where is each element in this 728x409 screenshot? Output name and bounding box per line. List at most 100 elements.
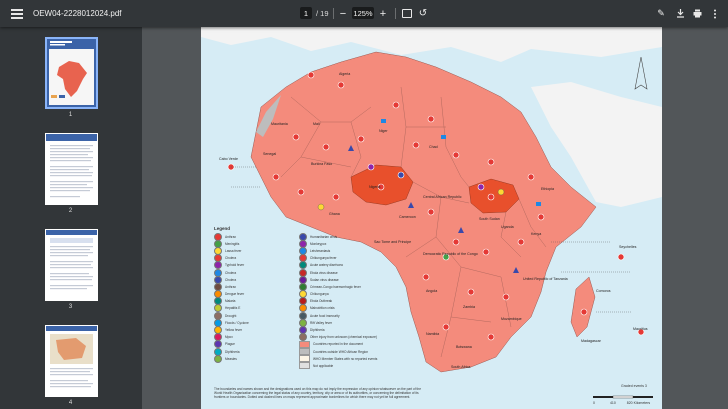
- legend-label: Countries reported in the document: [313, 342, 363, 347]
- toolbar-divider: [395, 8, 396, 19]
- zoom-in-button[interactable]: +: [379, 7, 387, 20]
- legend-item: WHO Member States with no reported event…: [299, 355, 384, 363]
- zoom-level-input[interactable]: 125%: [352, 7, 374, 19]
- legend-item: Chikungunya fever: [299, 254, 384, 263]
- annotate-pen-icon[interactable]: ✎: [657, 8, 665, 18]
- legend-label: Diphtheria: [225, 349, 240, 354]
- legend-symbol-icon: [299, 348, 310, 356]
- menu-icon[interactable]: [10, 0, 24, 27]
- legend-item: Acute watery diarrhoea: [299, 261, 384, 270]
- legend-label: Yellow fever: [225, 328, 243, 333]
- legend-label: Floods / Cyclone: [225, 320, 249, 325]
- legend-item: Anthrax: [214, 232, 299, 241]
- legend-item: Plague: [214, 340, 299, 349]
- legend-item: Anthrax: [214, 282, 299, 291]
- legend-label: Sudan virus disease: [310, 277, 339, 282]
- map-label: Algeria: [339, 72, 351, 76]
- map-label: Cameroon: [399, 215, 416, 219]
- page-number-input[interactable]: 1: [300, 7, 312, 19]
- page-total: / 19: [316, 9, 329, 18]
- legend-label: Meningitis: [225, 241, 240, 246]
- map-label: Nigeria: [369, 185, 381, 189]
- legend-label: Rift Valley fever: [310, 320, 333, 325]
- map-label: Mozambique: [501, 317, 522, 321]
- legend-item: Yellow fever: [214, 326, 299, 335]
- legend-column-left: Anthrax Meningitis Lassa fever Cholera Typho…: [214, 232, 299, 370]
- legend-symbol-icon: [299, 355, 310, 363]
- legend-label: Chikungunya fever: [310, 256, 337, 261]
- document-title: OEW04-2228012024.pdf: [33, 9, 122, 18]
- legend-label: Countries outside WHO African Region: [313, 349, 369, 354]
- legend-symbol-icon: [214, 354, 222, 363]
- legend-item: Malaria: [214, 297, 299, 306]
- legend-item: Diphtheria: [214, 347, 299, 356]
- legend-label: Anthrax: [225, 284, 236, 289]
- legend-label: WHO Member States with no reported event…: [313, 356, 378, 361]
- legend-label: Other injury from unknown (chemical expo…: [310, 335, 377, 340]
- legend-item: Countries outside WHO African Region: [299, 348, 384, 356]
- thumbnail-number: 2: [68, 208, 73, 214]
- legend-label: Malaria: [225, 299, 236, 304]
- legend-label: Dengue fever: [225, 292, 245, 297]
- page-thumbnail-2[interactable]: 2: [45, 133, 98, 214]
- event-markers: [227, 71, 645, 341]
- thumbnail-number: 3: [68, 304, 73, 310]
- map-label: Chad: [429, 145, 438, 149]
- legend-label: Malnutrition crisis: [310, 306, 335, 311]
- map-label: South Sudan: [479, 217, 500, 221]
- thumbnail-sidebar: 1 2: [0, 27, 142, 409]
- zoom-out-button[interactable]: −: [339, 7, 347, 20]
- europe-landmass: [201, 27, 662, 62]
- legend-item: Not applicable: [299, 362, 384, 370]
- graded-events-note: Graded events 3: [621, 384, 647, 388]
- page-thumbnail-4[interactable]: 4: [45, 325, 98, 406]
- map-label: Madagascar: [581, 339, 601, 343]
- more-options-icon[interactable]: [710, 0, 720, 27]
- legend-label: Not applicable: [313, 363, 334, 368]
- map-label: Ethiopia: [541, 187, 554, 191]
- legend-label: Anthrax: [225, 234, 236, 239]
- map-label: Mali: [313, 122, 320, 126]
- legend-label: Mpox: [225, 335, 233, 340]
- fit-to-page-icon[interactable]: [402, 0, 412, 27]
- document-viewer[interactable]: Algeria Mali Niger Chad Mauritania Burki…: [142, 27, 728, 409]
- legend-item: Ebola Outbreak: [299, 297, 384, 306]
- print-icon[interactable]: [692, 0, 702, 27]
- map-label: Sao Tome and Principe: [374, 240, 412, 244]
- map-label: Central African Republic: [423, 195, 462, 199]
- thumbnail-number: 1: [68, 112, 73, 118]
- thumbnail-number: 4: [68, 400, 73, 406]
- legend-item: Ebola virus disease: [299, 268, 384, 277]
- legend-label: Ebola Outbreak: [310, 299, 333, 304]
- page-thumbnail-1[interactable]: 1: [45, 37, 98, 118]
- thumbnail-image: [45, 133, 98, 205]
- map-label: South Africa: [451, 365, 471, 369]
- legend-item: Hepatitis E: [214, 304, 299, 313]
- scale-label: 410: [609, 401, 616, 405]
- legend-item: Leishmaniasis: [299, 246, 384, 255]
- toolbar-divider: [333, 8, 334, 19]
- legend-item: Floods / Cyclone: [214, 318, 299, 327]
- legend-label: Monkeypox: [310, 241, 327, 246]
- map-label: Democratic Republic of the Congo: [423, 252, 478, 256]
- legend-symbol-icon: [299, 362, 310, 370]
- rotate-icon[interactable]: ↺: [418, 8, 428, 19]
- map-label: Ghana: [329, 212, 340, 216]
- thumbnail-image: [45, 37, 98, 109]
- map-label: Cabo Verde: [219, 157, 238, 161]
- legend-label: Cholera: [225, 256, 237, 261]
- map-label: Zambia: [463, 305, 475, 309]
- legend-item: Sudan virus disease: [299, 275, 384, 284]
- legend-label: Lassa fever: [225, 248, 242, 253]
- legend-item: Rift Valley fever: [299, 318, 384, 327]
- leader-lines: [231, 166, 631, 313]
- page-thumbnail-3[interactable]: 3: [45, 229, 98, 310]
- download-icon[interactable]: [675, 0, 685, 27]
- legend-label: Chikungunya: [310, 292, 329, 297]
- thumbnail-image: [45, 325, 98, 397]
- legend-item: Drought: [214, 311, 299, 320]
- map-label: Uganda: [501, 225, 514, 229]
- legend-item: Acute food insecurity: [299, 311, 384, 320]
- legend-item: Meningitis: [214, 239, 299, 248]
- outside-region-area: [256, 95, 281, 137]
